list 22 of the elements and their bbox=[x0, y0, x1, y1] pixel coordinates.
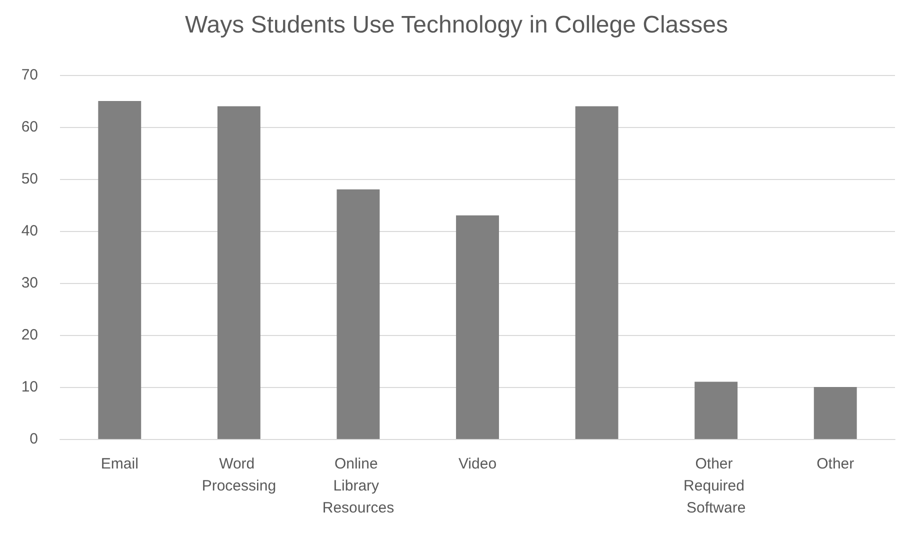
bar bbox=[814, 387, 857, 439]
bar bbox=[575, 106, 618, 439]
x-tick-label: Word Processing bbox=[202, 456, 276, 494]
x-tick-label: Other bbox=[816, 456, 854, 472]
y-tick-label: 20 bbox=[21, 326, 38, 344]
y-tick-label: 70 bbox=[21, 66, 38, 84]
bar bbox=[98, 101, 142, 439]
bar bbox=[336, 189, 380, 439]
bar bbox=[456, 215, 499, 439]
y-tick-label: 40 bbox=[21, 222, 38, 240]
bar bbox=[694, 382, 738, 439]
y-tick-label: 30 bbox=[21, 274, 38, 292]
y-tick-label: 50 bbox=[21, 170, 38, 188]
y-tick-label: 10 bbox=[21, 378, 38, 396]
x-tick-label: Email bbox=[100, 456, 138, 472]
y-tick-label: 60 bbox=[21, 118, 38, 136]
x-tick-label: Other Required Software bbox=[684, 456, 749, 516]
x-tick-label: Online Library Resources bbox=[322, 456, 394, 516]
y-tick-label: 0 bbox=[30, 430, 38, 448]
x-tick-label: Video bbox=[458, 456, 497, 472]
chart-title: Ways Students Use Technology in College Classes bbox=[185, 12, 728, 38]
bar bbox=[217, 106, 260, 439]
